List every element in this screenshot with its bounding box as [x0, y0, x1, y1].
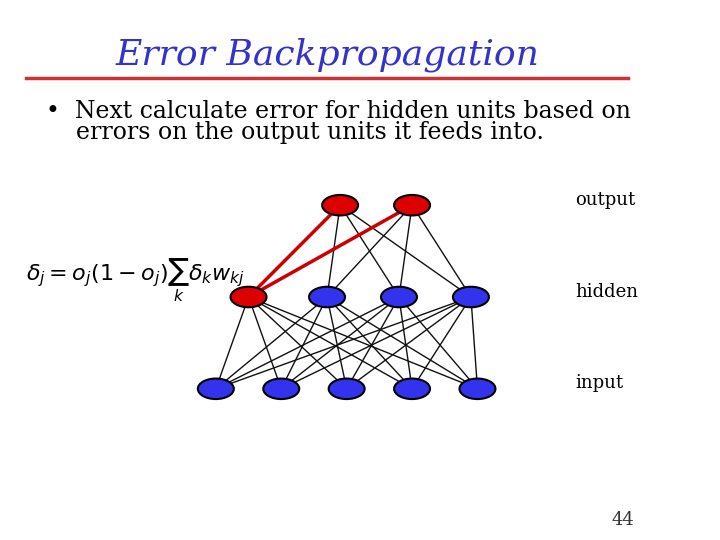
Ellipse shape: [264, 379, 300, 399]
Text: $\delta_j = o_j(1-o_j)\sum_k \delta_k w_{kj}$: $\delta_j = o_j(1-o_j)\sum_k \delta_k w_…: [26, 257, 245, 305]
Text: •  Next calculate error for hidden units based on: • Next calculate error for hidden units …: [46, 100, 631, 123]
Text: hidden: hidden: [575, 282, 639, 301]
Ellipse shape: [328, 379, 364, 399]
Text: input: input: [575, 374, 624, 393]
Text: Error Backpropagation: Error Backpropagation: [115, 38, 539, 72]
Ellipse shape: [309, 287, 345, 307]
Ellipse shape: [322, 195, 358, 215]
Ellipse shape: [394, 379, 430, 399]
Ellipse shape: [381, 287, 417, 307]
Ellipse shape: [453, 287, 489, 307]
Ellipse shape: [198, 379, 234, 399]
Text: output: output: [575, 191, 636, 209]
Text: errors on the output units it feeds into.: errors on the output units it feeds into…: [46, 122, 544, 145]
Ellipse shape: [230, 287, 266, 307]
Ellipse shape: [459, 379, 495, 399]
Text: 44: 44: [612, 511, 634, 529]
Ellipse shape: [394, 195, 430, 215]
